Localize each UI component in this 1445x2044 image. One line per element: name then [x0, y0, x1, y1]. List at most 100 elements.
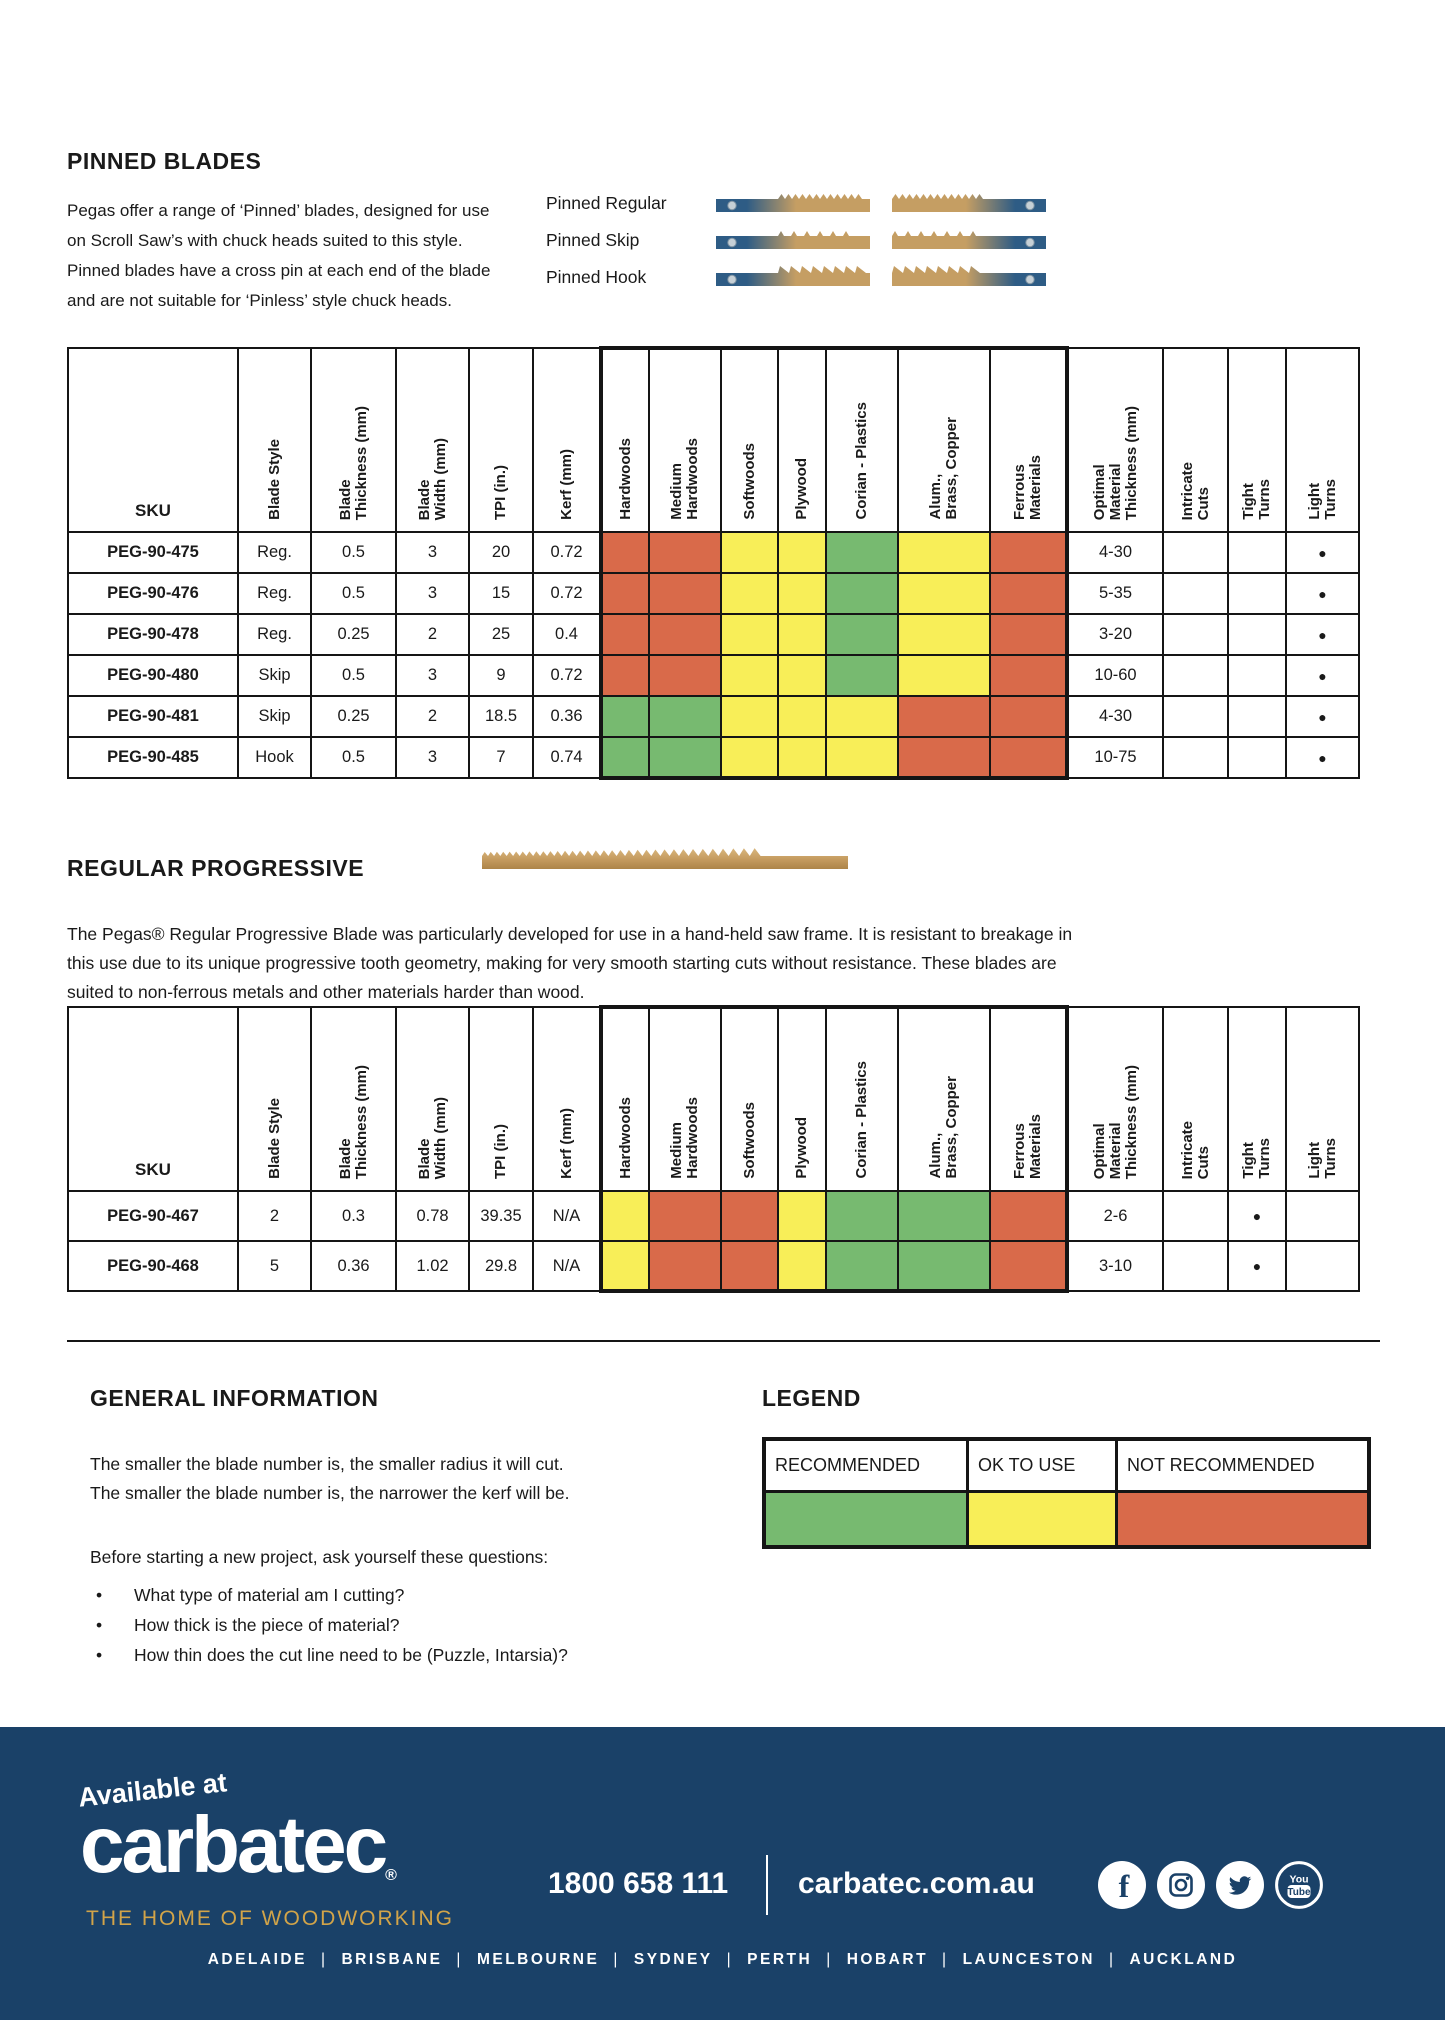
table-cell: Reg. — [237, 572, 312, 615]
registered-mark: ® — [385, 1867, 397, 1884]
blade-example-row: Pinned Skip — [546, 227, 1046, 254]
table-cell: 4-30 — [1066, 695, 1164, 738]
section-divider — [67, 1340, 1380, 1342]
rating-cell — [720, 613, 779, 656]
sku-cell: PEG-90-478 — [67, 613, 239, 656]
progressive-blade-image — [480, 846, 852, 878]
rating-cell — [825, 572, 899, 615]
rating-cell — [897, 1190, 991, 1242]
general-information-text: The smaller the blade number is, the sma… — [90, 1454, 570, 1503]
table-cell: N/A — [532, 1240, 602, 1292]
rating-cell — [648, 572, 722, 615]
legend-swatch-recommended — [766, 1493, 969, 1545]
rating-cell — [897, 695, 991, 738]
questions-intro: Before starting a new project, ask yours… — [90, 1547, 549, 1567]
pinned-regular-blade-image — [716, 194, 1046, 212]
table-cell: 2-6 — [1066, 1190, 1164, 1242]
rating-cell — [989, 1240, 1069, 1293]
table-cell: 0.5 — [310, 654, 397, 697]
legend-swatch-ok-to-use — [969, 1493, 1118, 1545]
table-cell — [1162, 736, 1229, 779]
table-row: PEG-90-478 Reg. 0.25 2 25 0.4 3-20 ● — [67, 613, 1360, 656]
question-item: • What type of material am I cutting? — [90, 1580, 568, 1610]
column-header: Optimal Material Thickness (mm) — [1066, 1006, 1164, 1192]
rating-cell — [599, 572, 650, 615]
table-cell: 0.36 — [310, 1240, 397, 1292]
table-cell — [1227, 613, 1287, 656]
rating-cell — [648, 613, 722, 656]
column-header: Optimal Material Thickness (mm) — [1066, 347, 1164, 533]
table-cell: ● — [1285, 736, 1360, 779]
table-cell: ● — [1285, 572, 1360, 615]
table-cell — [1227, 695, 1287, 738]
table-cell — [1227, 654, 1287, 697]
column-header: Blade Width (mm) — [395, 1006, 470, 1192]
column-header: Plywood — [777, 1005, 827, 1192]
rating-cell — [599, 695, 650, 738]
table-cell: ● — [1285, 695, 1360, 738]
sku-cell: PEG-90-480 — [67, 654, 239, 697]
table-row: PEG-90-481 Skip 0.25 2 18.5 0.36 4-30 ● — [67, 695, 1360, 738]
rating-cell — [648, 1240, 722, 1293]
rating-cell — [897, 572, 991, 615]
rating-cell — [777, 654, 827, 697]
rating-cell — [897, 736, 991, 780]
blade-example-row: Pinned Regular — [546, 190, 1046, 217]
table-cell: 15 — [468, 572, 534, 615]
instagram-icon — [1157, 1861, 1205, 1909]
table-cell: 5-35 — [1066, 572, 1164, 615]
table-cell: 0.25 — [310, 613, 397, 656]
legend-label-not-recommended: NOT RECOMMENDED — [1118, 1441, 1367, 1493]
table-header-row: SKU Blade Style Blade Thickness (mm) Blade … — [67, 1005, 1360, 1192]
brand-tagline: THE HOME OF WOODWORKING — [86, 1907, 454, 1930]
table-cell — [1285, 1190, 1360, 1242]
table-cell: Reg. — [237, 613, 312, 656]
city-name: PERTH — [747, 1951, 813, 1968]
column-header: Softwoods — [720, 346, 779, 533]
table-row: PEG-90-480 Skip 0.5 3 9 0.72 10-60 ● — [67, 654, 1360, 697]
column-header: Light Turns — [1285, 1006, 1360, 1192]
rating-cell — [897, 1240, 991, 1293]
table-cell: 0.74 — [532, 736, 602, 779]
svg-text:You: You — [1289, 1874, 1308, 1886]
footer: Available at carbatec® THE HOME OF WOODW… — [0, 1727, 1445, 2020]
rating-cell — [989, 1190, 1069, 1242]
table-cell: N/A — [532, 1190, 602, 1242]
column-header: Corian - Plastics — [825, 346, 899, 533]
blade-example-row: Pinned Hook — [546, 264, 1046, 291]
column-header: Corian - Plastics — [825, 1005, 899, 1192]
city-list: ADELAIDE | BRISBANE | MELBOURNE | SYDNEY | PERTH… — [0, 1951, 1445, 1969]
table-cell: 25 — [468, 613, 534, 656]
question-item: • How thin does the cut line need to be (… — [90, 1640, 568, 1670]
blade-type-label: Pinned Skip — [546, 230, 640, 250]
table-cell: 0.4 — [532, 613, 602, 656]
table-cell: ● — [1227, 1240, 1287, 1292]
rating-cell — [720, 1190, 779, 1242]
svg-text:f: f — [1119, 1868, 1130, 1904]
city-name: BRISBANE — [341, 1951, 443, 1968]
table-cell: 10-75 — [1066, 736, 1164, 779]
rating-cell — [989, 695, 1069, 738]
column-header: Medium Hardwoods — [648, 1005, 722, 1192]
rating-cell — [777, 695, 827, 738]
table-cell: 2 — [237, 1190, 312, 1242]
city-separator: | — [826, 1951, 833, 1968]
table-cell: 10-60 — [1066, 654, 1164, 697]
table-cell: 0.72 — [532, 531, 602, 574]
column-header: Blade Style — [237, 347, 312, 533]
legend-swatch-not-recommended — [1118, 1493, 1367, 1545]
column-header: Hardwoods — [599, 1005, 650, 1192]
rating-cell — [777, 572, 827, 615]
table-cell — [1162, 531, 1229, 574]
social-icons: f You Tube — [1098, 1861, 1323, 1909]
city-separator: | — [942, 1951, 949, 1968]
phone-number: 1800 658 111 — [548, 1867, 729, 1900]
website-url: carbatec.com.au — [798, 1867, 1035, 1900]
pinned-blades-description: Pegas offer a range of ‘Pinned’ blades, … — [67, 201, 491, 310]
table-cell: 2 — [395, 695, 470, 738]
rating-cell — [897, 531, 991, 574]
table-cell: 3 — [395, 572, 470, 615]
table-cell: ● — [1285, 531, 1360, 574]
city-name: MELBOURNE — [476, 1951, 600, 1968]
table-cell — [1162, 613, 1229, 656]
